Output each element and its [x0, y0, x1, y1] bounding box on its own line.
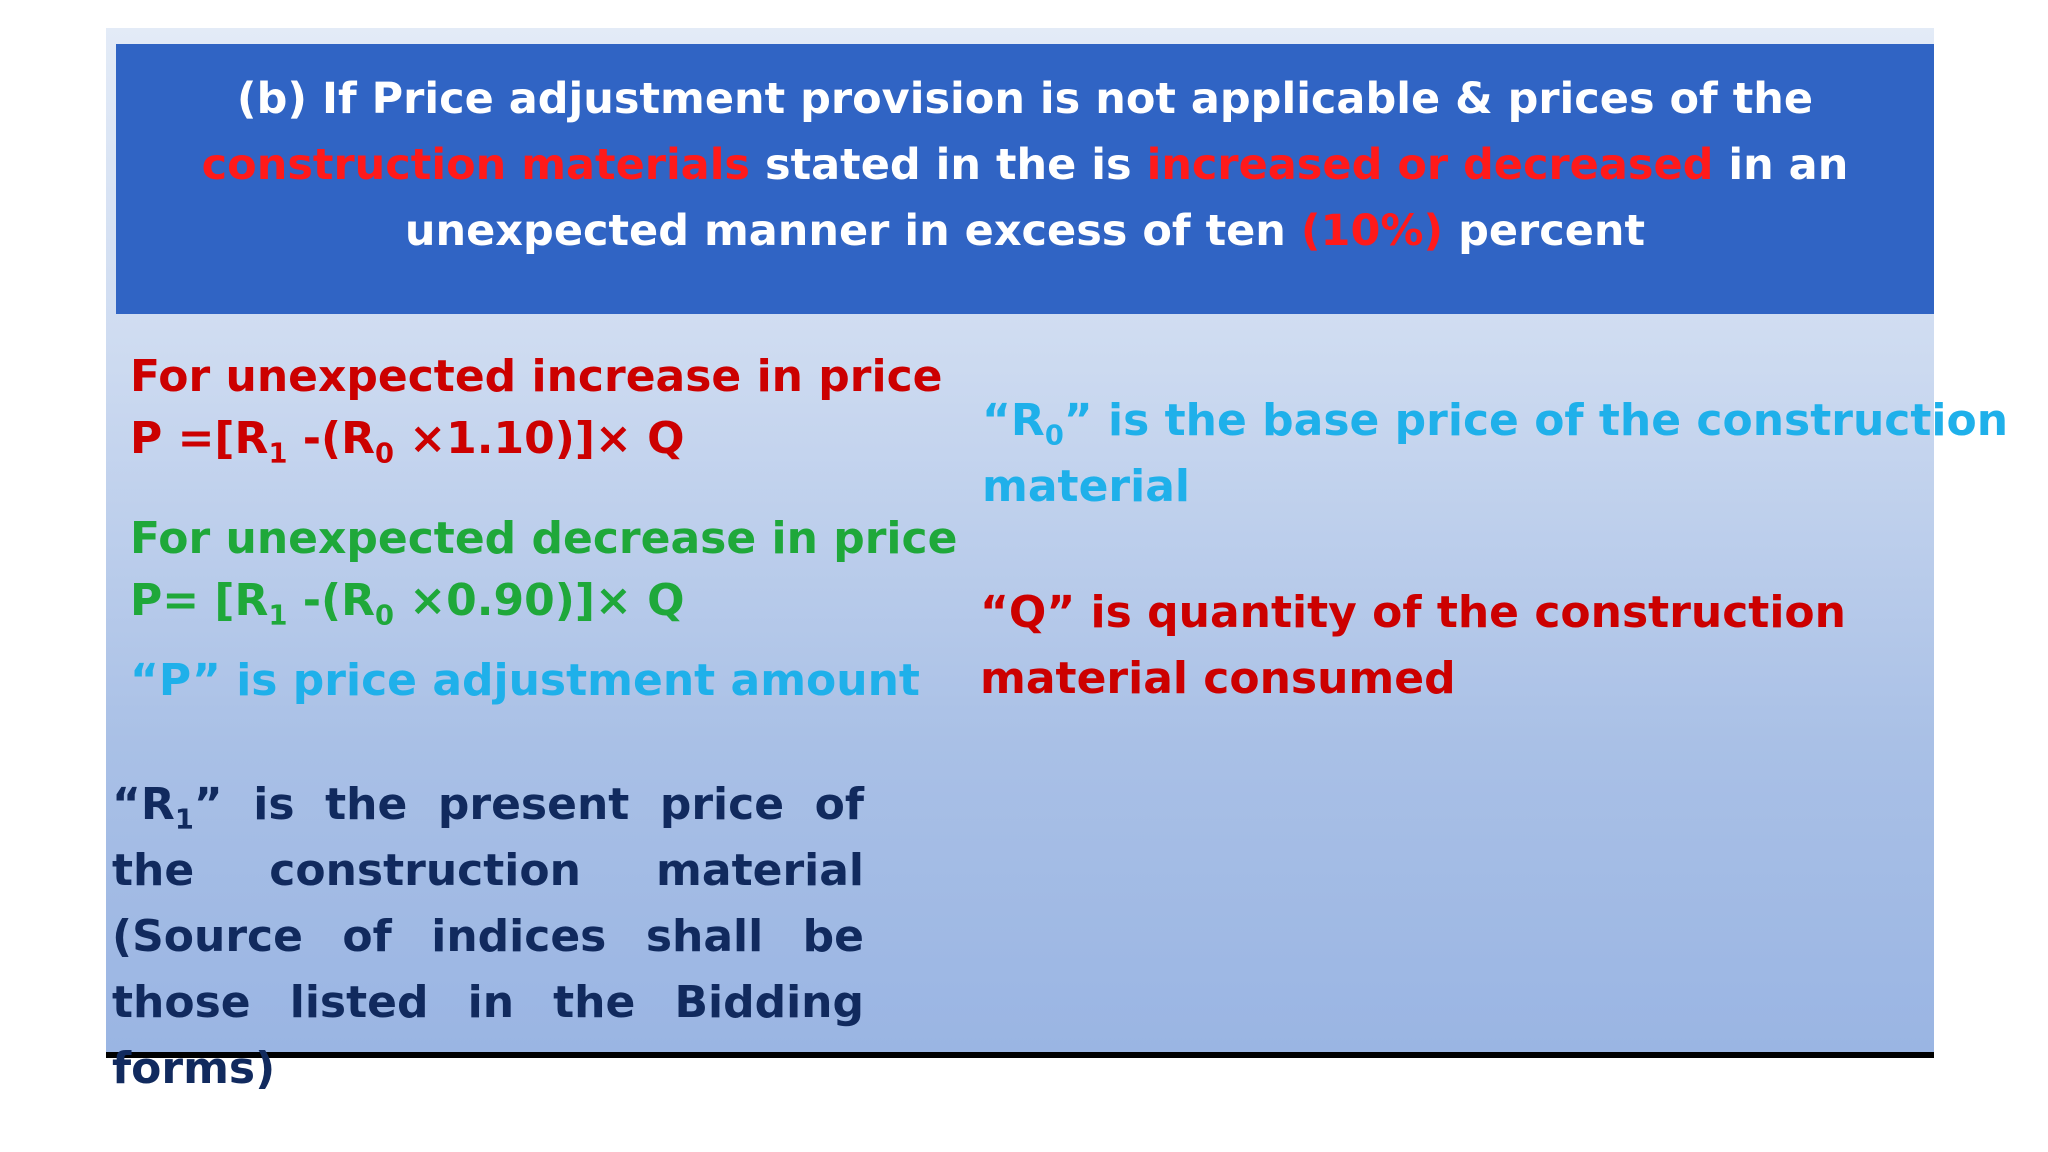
title-banner: (b) If Price adjustment provision is not… [116, 44, 1934, 314]
increase-heading: For unexpected increase in price [130, 351, 943, 402]
r1-definition: “R1” is the present price of the constru… [112, 779, 864, 1094]
increase-formula: P =[R1 -(R0 ×1.10)]× Q [130, 413, 685, 470]
banner-highlight-change: increased or decreased [1146, 140, 1714, 190]
p-definition: “P” is price adjustment amount [130, 655, 920, 706]
banner-text-3: in an unexpected manner in excess of ten [404, 140, 1849, 256]
q-definition-line2: material consumed [980, 653, 1456, 704]
decrease-formula: P= [R1 -(R0 ×0.90)]× Q [130, 575, 685, 632]
banner-highlight-materials: construction materials [201, 140, 751, 190]
banner-text-1: (b) If Price adjustment provision is not… [236, 74, 1814, 124]
r0-definition-line1: “R0” is the base price of the constructi… [982, 395, 2009, 452]
slide: (b) If Price adjustment provision is not… [106, 28, 2008, 1094]
q-definition-line1: “Q” is quantity of the construction [980, 587, 1846, 638]
banner-highlight-percent: (10%) [1300, 206, 1444, 256]
decrease-heading: For unexpected decrease in price [130, 513, 958, 564]
r0-definition-line2: material [982, 461, 1190, 512]
banner-text-2: stated in the is [750, 140, 1147, 190]
banner-text-4: percent [1443, 206, 1646, 256]
